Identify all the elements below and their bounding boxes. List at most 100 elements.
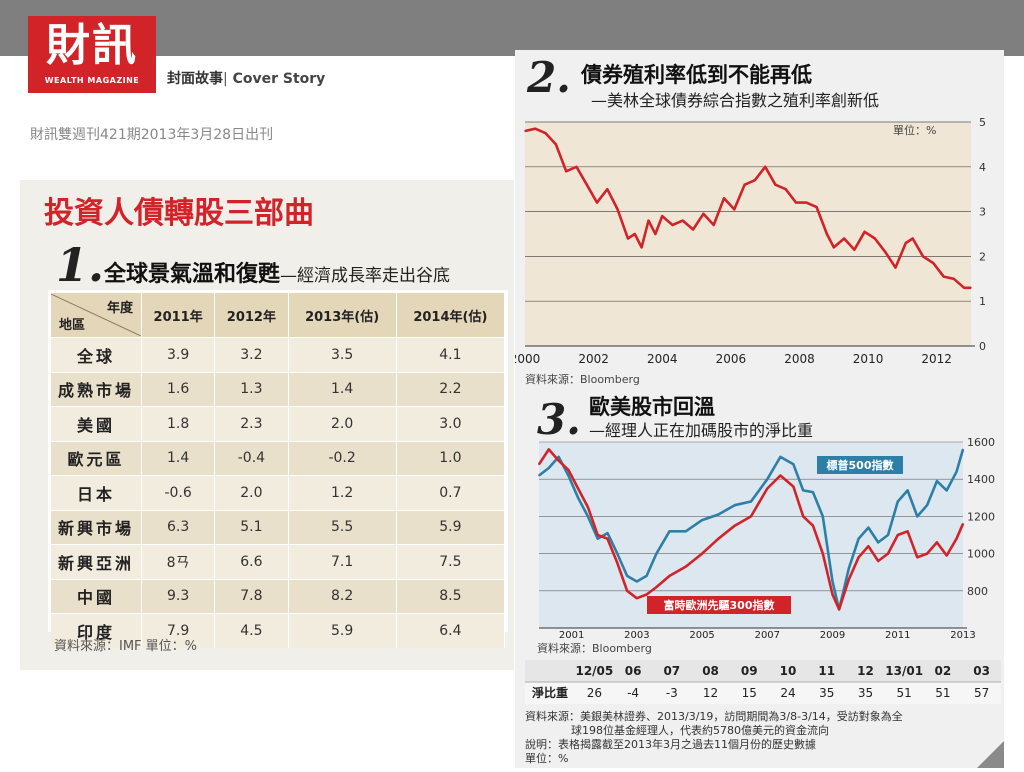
panel1-heading-sub: —經濟成長率走出谷底 xyxy=(280,266,451,286)
yield-point xyxy=(616,208,619,211)
series-point xyxy=(906,489,909,492)
ftse-label: 富時歐洲先驅300指數 xyxy=(664,598,775,612)
net-table-column-header: 12/05 xyxy=(575,664,613,678)
panel1-heading-main: 全球景氣溫和復甦 xyxy=(104,262,281,287)
series-point xyxy=(606,537,609,540)
series-point xyxy=(750,500,752,503)
series-point xyxy=(717,513,720,516)
panel2-source: 資料來源：Bloomberg xyxy=(525,372,640,386)
series-point xyxy=(926,504,928,507)
x-tick-label: 2010 xyxy=(853,352,884,366)
value-cell: 1.4 xyxy=(288,371,397,407)
panel3-number: 3. xyxy=(537,395,581,444)
value-cell: 1.4 xyxy=(141,440,216,476)
net-table-column-header: 02 xyxy=(935,664,952,678)
value-cell: 5.1 xyxy=(214,509,289,545)
panel2-heading-main: 債券殖利率低到不能再低 xyxy=(580,63,812,87)
x-tick-label: 2006 xyxy=(716,352,747,366)
series-point xyxy=(962,448,964,451)
series-point xyxy=(821,552,824,555)
region-cell: 新興市場 xyxy=(51,509,142,545)
value-cell: 7.9 xyxy=(141,613,216,648)
value-cell: -0.4 xyxy=(214,440,289,476)
region-cell: 成熟市場 xyxy=(51,371,142,407)
y-tick-label: 0 xyxy=(979,340,986,353)
column-header: 2014年(估) xyxy=(396,293,506,338)
right-panel: 2. 債券殖利率低到不能再低 —美林全球債券綜合指數之殖利率創新低 0 1 2 3 4 5 單位：… xyxy=(510,50,1004,768)
series-point xyxy=(887,552,889,555)
series-point xyxy=(857,537,860,540)
yield-point xyxy=(795,201,797,204)
yield-point xyxy=(575,166,578,168)
series-point xyxy=(916,515,919,518)
series-point xyxy=(945,489,948,492)
yield-point xyxy=(942,275,945,278)
series-point xyxy=(838,608,840,611)
yield-point xyxy=(911,237,914,240)
series-point xyxy=(867,526,870,529)
yield-point xyxy=(640,246,643,249)
value-cell: 3.9 xyxy=(141,337,216,372)
series-point xyxy=(766,487,769,490)
region-cell: 全球 xyxy=(51,337,142,372)
footnote: 單位：% xyxy=(525,751,568,765)
yield-point xyxy=(970,286,972,289)
region-cell: 日本 xyxy=(51,475,142,510)
value-cell: 2.2 xyxy=(396,371,506,407)
y-tick-label: 2 xyxy=(979,250,986,263)
series-point xyxy=(867,545,870,547)
series-point xyxy=(684,530,687,533)
section-label: 封面故事| Cover Story xyxy=(167,68,325,88)
value-cell: 6.6 xyxy=(214,544,289,579)
net-table-value: 35 xyxy=(858,686,873,700)
series-point xyxy=(821,515,824,518)
series-point xyxy=(538,474,540,477)
x-tick-label: 2002 xyxy=(578,352,609,366)
y-tick-label: 3 xyxy=(979,206,986,219)
series-point xyxy=(766,478,769,481)
value-cell: 8.5 xyxy=(396,578,506,614)
series-point xyxy=(717,537,720,540)
y-tick-label: 800 xyxy=(967,585,988,598)
value-cell: 2.3 xyxy=(214,406,289,441)
yield-point xyxy=(815,206,818,208)
series-point xyxy=(701,552,703,555)
net-table-value: 12 xyxy=(703,686,718,700)
series-point xyxy=(538,463,540,466)
panel3-source: 資料來源：Bloomberg xyxy=(537,641,652,655)
value-cell: 3.2 xyxy=(214,337,289,372)
region-cell: 美國 xyxy=(51,406,142,441)
net-table-column-header: 12 xyxy=(857,664,874,678)
table-row: 全球 3.9 3.2 3.5 4.1 xyxy=(51,337,506,372)
series-point xyxy=(587,515,589,518)
y-tick-label: 1600 xyxy=(967,436,995,449)
yield-point xyxy=(524,130,526,132)
series-point xyxy=(812,524,814,527)
series-point xyxy=(596,537,599,540)
growth-panel: 投資人債轉股三部曲 1.全球景氣溫和復甦—經濟成長率走出谷底 年度 地區 201… xyxy=(20,180,514,670)
series-point xyxy=(616,562,619,564)
table-row: 歐元區 1.4 -0.4 -0.2 1.0 xyxy=(51,440,506,476)
net-table-row-bg xyxy=(525,682,1001,704)
net-table-column-header: 13/01 xyxy=(885,664,923,678)
ftse-label-box xyxy=(647,596,791,614)
sp500-label: 標普500指數 xyxy=(827,458,894,472)
series-point xyxy=(587,506,589,508)
yield-point xyxy=(692,228,694,231)
gdp-table: 年度 地區 2011年 2012年 2013年(估) 2014年(估) 全球 3.9 3.… xyxy=(51,293,506,648)
yield-point xyxy=(826,233,828,235)
yield-point xyxy=(953,278,955,280)
y-tick-label: 1400 xyxy=(967,473,995,486)
value-cell: 1.8 xyxy=(141,406,216,441)
panel-title: 投資人債轉股三部曲 xyxy=(44,196,314,231)
series-point xyxy=(812,491,814,494)
series-point xyxy=(668,530,671,533)
series-point xyxy=(636,580,638,583)
panel3-heading-sub: —經理人正在加碼股市的淨比重 xyxy=(589,421,813,440)
value-cell: 7.8 xyxy=(214,578,289,614)
series-point xyxy=(733,504,736,507)
yield-point xyxy=(661,215,664,217)
yield-point xyxy=(733,208,736,211)
yield-point xyxy=(712,224,715,226)
series-point xyxy=(577,497,579,499)
